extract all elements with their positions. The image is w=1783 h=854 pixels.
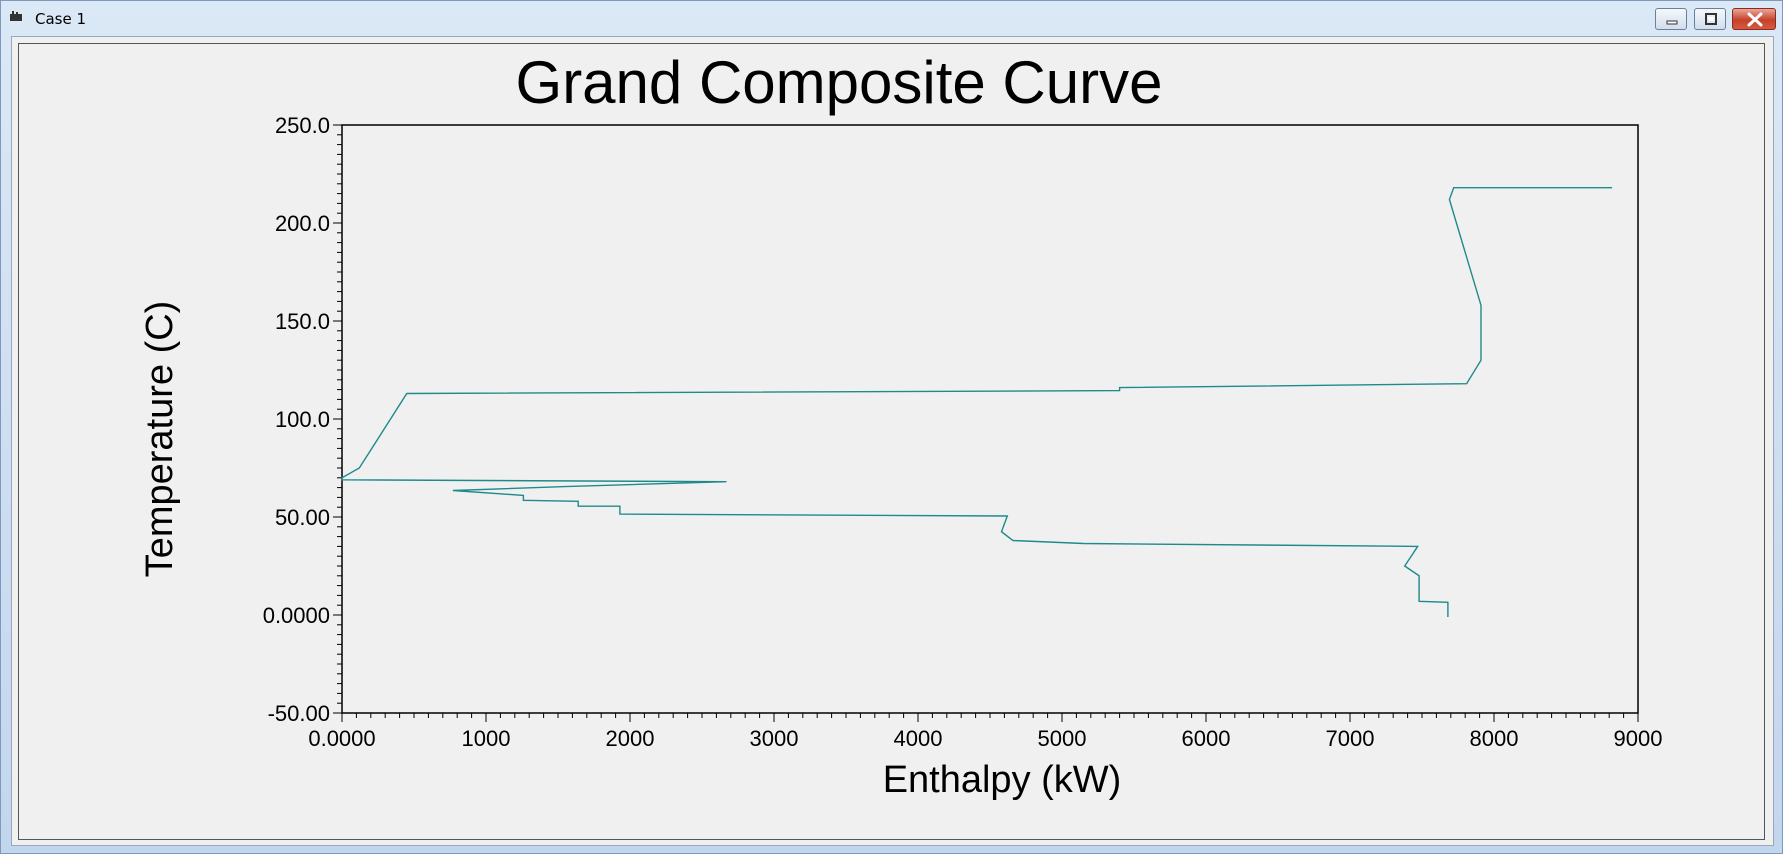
chart-frame (18, 43, 1765, 840)
minimize-button[interactable] (1655, 8, 1687, 30)
app-icon (10, 11, 22, 21)
x-tick-label: 2000 (606, 726, 655, 751)
series-line (341, 186, 1613, 617)
x-tick-label: 8000 (1470, 726, 1519, 751)
x-tick-label: 6000 (1182, 726, 1231, 751)
restore-button[interactable] (1694, 8, 1726, 30)
close-icon (1747, 12, 1763, 27)
y-tick-labels: 250.0 200.0 150.0 100.0 50.00 0.0000 -50.00 (263, 113, 330, 726)
minimize-icon (1666, 20, 1678, 25)
window-title: Case 1 (35, 10, 87, 28)
chart-title: Grand Composite Curve (516, 49, 1163, 116)
y-tick-label: 100.0 (275, 407, 330, 432)
x-axis-label: Enthalpy (kW) (883, 759, 1122, 801)
axis-ticks (333, 124, 1639, 722)
close-button[interactable] (1732, 8, 1776, 30)
y-tick-label: 150.0 (275, 309, 330, 334)
x-tick-label: 5000 (1038, 726, 1087, 751)
x-tick-label: 3000 (750, 726, 799, 751)
x-tick-label: 7000 (1326, 726, 1375, 751)
x-tick-label: 1000 (462, 726, 511, 751)
y-tick-label: 0.0000 (263, 603, 330, 628)
series-points (341, 187, 1613, 618)
x-tick-labels: 0.0000 1000 2000 3000 4000 5000 6000 7000 8000 90… (308, 726, 1662, 751)
plot-area (341, 124, 1639, 714)
grand-composite-chart: Grand Composite Curve Enthalpy (kW) Temp… (139, 49, 1662, 801)
y-axis-label: Temperature (C) (139, 301, 181, 578)
title-bar[interactable]: Case 1 (1, 1, 1782, 35)
y-tick-label: -50.00 (268, 701, 330, 726)
y-tick-label: 250.0 (275, 113, 330, 138)
restore-icon (1705, 13, 1717, 25)
y-tick-label: 50.00 (275, 505, 330, 530)
y-tick-label: 200.0 (275, 211, 330, 236)
x-tick-label: 4000 (894, 726, 943, 751)
x-tick-label: 0.0000 (308, 726, 375, 751)
x-tick-label: 9000 (1614, 726, 1663, 751)
chart-panel: Grand Composite Curve Enthalpy (kW) Temp… (11, 36, 1774, 846)
